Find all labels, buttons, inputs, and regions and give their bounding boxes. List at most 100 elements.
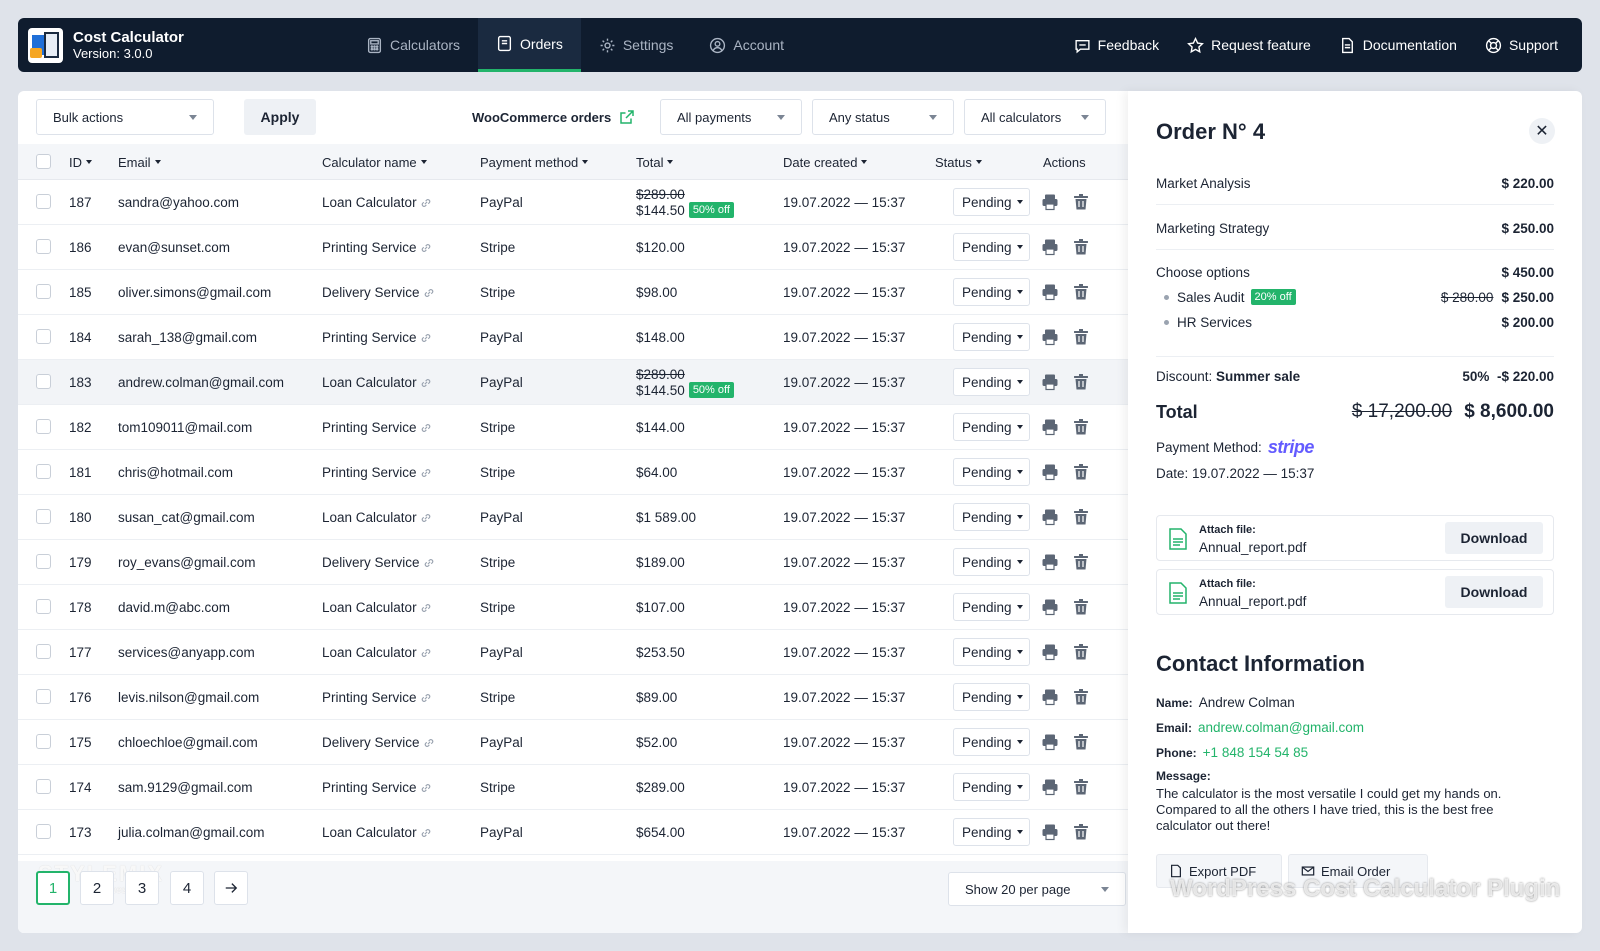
download-button[interactable]: Download <box>1445 522 1543 554</box>
status-select[interactable]: Pending <box>953 548 1030 576</box>
email-order-button[interactable]: Email Order <box>1288 854 1428 888</box>
row-checkbox[interactable] <box>36 554 51 569</box>
calculator-cell[interactable]: Printing Service <box>322 675 432 720</box>
row-checkbox[interactable] <box>36 824 51 839</box>
trash-icon[interactable] <box>1072 823 1090 841</box>
status-filter[interactable]: Any status <box>812 99 954 135</box>
page-3-button[interactable]: 3 <box>125 871 159 905</box>
column-id[interactable]: ID <box>69 144 92 180</box>
print-icon[interactable] <box>1041 733 1059 751</box>
status-select[interactable]: Pending <box>953 368 1030 396</box>
payments-filter[interactable]: All payments <box>660 99 802 135</box>
calculator-cell[interactable]: Loan Calculator <box>322 360 432 405</box>
column-payment[interactable]: Payment method <box>480 144 589 180</box>
trash-icon[interactable] <box>1072 418 1090 436</box>
status-select[interactable]: Pending <box>953 413 1030 441</box>
print-icon[interactable] <box>1041 598 1059 616</box>
nav-calculators[interactable]: Calculators <box>348 18 478 72</box>
contact-email-link[interactable]: andrew.colman@gmail.com <box>1198 720 1365 735</box>
table-row[interactable]: 182 tom109011@mail.com Printing Service … <box>18 405 1128 450</box>
row-checkbox[interactable] <box>36 779 51 794</box>
trash-icon[interactable] <box>1072 688 1090 706</box>
row-checkbox[interactable] <box>36 329 51 344</box>
row-checkbox[interactable] <box>36 194 51 209</box>
per-page-select[interactable]: Show 20 per page <box>948 872 1126 906</box>
calculator-cell[interactable]: Delivery Service <box>322 720 435 765</box>
table-row[interactable]: 173 julia.colman@gmail.com Loan Calculat… <box>18 810 1128 855</box>
table-row[interactable]: 187 sandra@yahoo.com Loan Calculator Pay… <box>18 180 1128 225</box>
row-checkbox[interactable] <box>36 419 51 434</box>
calculator-cell[interactable]: Loan Calculator <box>322 180 432 225</box>
row-checkbox[interactable] <box>36 599 51 614</box>
print-icon[interactable] <box>1041 823 1059 841</box>
nav-orders[interactable]: Orders <box>478 18 581 72</box>
nav-support[interactable]: Support <box>1471 18 1572 72</box>
row-checkbox[interactable] <box>36 464 51 479</box>
column-date[interactable]: Date created <box>783 144 868 180</box>
trash-icon[interactable] <box>1072 733 1090 751</box>
trash-icon[interactable] <box>1072 643 1090 661</box>
page-4-button[interactable]: 4 <box>170 871 204 905</box>
next-page-button[interactable] <box>214 871 248 905</box>
print-icon[interactable] <box>1041 463 1059 481</box>
nav-feedback[interactable]: Feedback <box>1060 18 1173 72</box>
export-pdf-button[interactable]: Export PDF <box>1156 854 1282 888</box>
select-all-checkbox[interactable] <box>36 154 51 169</box>
trash-icon[interactable] <box>1072 283 1090 301</box>
print-icon[interactable] <box>1041 373 1059 391</box>
calculator-cell[interactable]: Loan Calculator <box>322 495 432 540</box>
calculator-cell[interactable]: Loan Calculator <box>322 585 432 630</box>
trash-icon[interactable] <box>1072 238 1090 256</box>
calculator-cell[interactable]: Loan Calculator <box>322 810 432 855</box>
status-select[interactable]: Pending <box>953 683 1030 711</box>
print-icon[interactable] <box>1041 778 1059 796</box>
table-row[interactable]: 186 evan@sunset.com Printing Service Str… <box>18 225 1128 270</box>
row-checkbox[interactable] <box>36 239 51 254</box>
status-select[interactable]: Pending <box>953 728 1030 756</box>
trash-icon[interactable] <box>1072 508 1090 526</box>
row-checkbox[interactable] <box>36 689 51 704</box>
status-select[interactable]: Pending <box>953 458 1030 486</box>
calculators-filter[interactable]: All calculators <box>964 99 1106 135</box>
status-select[interactable]: Pending <box>953 818 1030 846</box>
table-row[interactable]: 184 sarah_138@gmail.com Printing Service… <box>18 315 1128 360</box>
table-row[interactable]: 174 sam.9129@gmail.com Printing Service … <box>18 765 1128 810</box>
print-icon[interactable] <box>1041 238 1059 256</box>
table-row[interactable]: 175 chloechloe@gmail.com Delivery Servic… <box>18 720 1128 765</box>
table-row[interactable]: 181 chris@hotmail.com Printing Service S… <box>18 450 1128 495</box>
status-select[interactable]: Pending <box>953 233 1030 261</box>
row-checkbox[interactable] <box>36 734 51 749</box>
bulk-actions-select[interactable]: Bulk actions <box>36 99 214 135</box>
status-select[interactable]: Pending <box>953 323 1030 351</box>
close-button[interactable]: ✕ <box>1529 118 1555 144</box>
print-icon[interactable] <box>1041 283 1059 301</box>
status-select[interactable]: Pending <box>953 773 1030 801</box>
table-row[interactable]: 180 susan_cat@gmail.com Loan Calculator … <box>18 495 1128 540</box>
calculator-cell[interactable]: Delivery Service <box>322 540 435 585</box>
row-checkbox[interactable] <box>36 509 51 524</box>
print-icon[interactable] <box>1041 553 1059 571</box>
trash-icon[interactable] <box>1072 193 1090 211</box>
row-checkbox[interactable] <box>36 374 51 389</box>
print-icon[interactable] <box>1041 688 1059 706</box>
trash-icon[interactable] <box>1072 463 1090 481</box>
print-icon[interactable] <box>1041 418 1059 436</box>
nav-request-feature[interactable]: Request feature <box>1173 18 1325 72</box>
column-total[interactable]: Total <box>636 144 674 180</box>
column-status[interactable]: Status <box>935 144 982 180</box>
row-checkbox[interactable] <box>36 284 51 299</box>
trash-icon[interactable] <box>1072 778 1090 796</box>
trash-icon[interactable] <box>1072 598 1090 616</box>
print-icon[interactable] <box>1041 193 1059 211</box>
status-select[interactable]: Pending <box>953 188 1030 216</box>
status-select[interactable]: Pending <box>953 503 1030 531</box>
nav-settings[interactable]: Settings <box>581 18 692 72</box>
calculator-cell[interactable]: Printing Service <box>322 450 432 495</box>
table-row[interactable]: 177 services@anyapp.com Loan Calculator … <box>18 630 1128 675</box>
calculator-cell[interactable]: Delivery Service <box>322 270 435 315</box>
nav-account[interactable]: Account <box>691 18 802 72</box>
status-select[interactable]: Pending <box>953 593 1030 621</box>
row-checkbox[interactable] <box>36 644 51 659</box>
trash-icon[interactable] <box>1072 373 1090 391</box>
table-row[interactable]: 183 andrew.colman@gmail.com Loan Calcula… <box>18 360 1128 405</box>
